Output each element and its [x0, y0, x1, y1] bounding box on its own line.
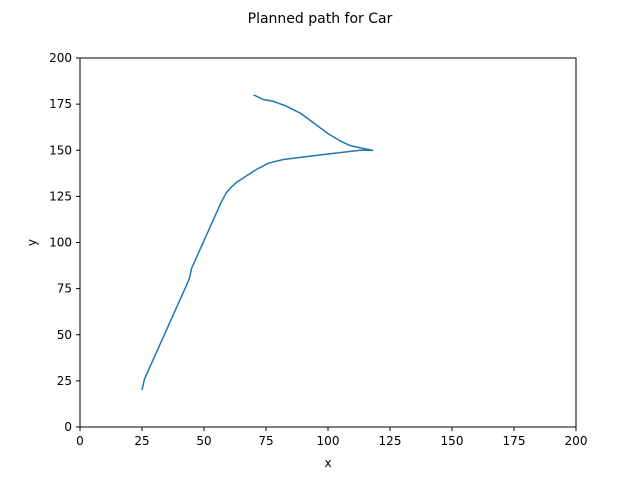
y-tick-label: 100: [49, 236, 72, 250]
y-tick-label: 175: [49, 97, 72, 111]
y-tick-label: 50: [57, 328, 72, 342]
x-tick-label: 175: [503, 434, 526, 448]
x-axis-label: x: [324, 456, 331, 470]
x-tick-label: 75: [258, 434, 273, 448]
y-tick-label: 25: [57, 374, 72, 388]
y-axis-label: y: [25, 239, 39, 246]
y-tick-label: 125: [49, 189, 72, 203]
x-tick-label: 100: [317, 434, 340, 448]
y-tick-label: 150: [49, 143, 72, 157]
x-tick-label: 125: [379, 434, 402, 448]
x-tick-label: 25: [134, 434, 149, 448]
y-tick-label: 0: [64, 420, 72, 434]
x-tick-label: 0: [76, 434, 84, 448]
axis-ticks: 0 25 50 75 100 125 150 175 200 0 25 50 75 100 125 150 17…: [49, 51, 587, 448]
x-tick-label: 50: [196, 434, 211, 448]
x-tick-label: 150: [441, 434, 464, 448]
path-series-line: [141, 94, 374, 391]
series-layer: [141, 94, 374, 391]
plot-frame: [79, 57, 577, 428]
x-tick-label: 200: [565, 434, 588, 448]
chart-title: Planned path for Car: [248, 11, 393, 27]
y-tick-label: 75: [57, 282, 72, 296]
y-tick-label: 200: [49, 51, 72, 65]
